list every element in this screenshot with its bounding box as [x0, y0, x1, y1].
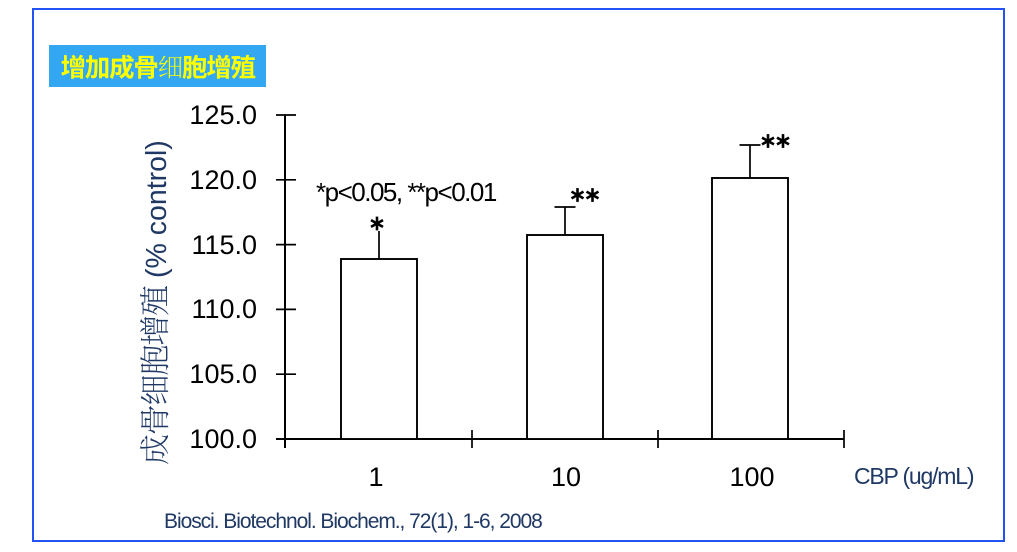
svg-text:(% control): (% control): [141, 140, 173, 278]
